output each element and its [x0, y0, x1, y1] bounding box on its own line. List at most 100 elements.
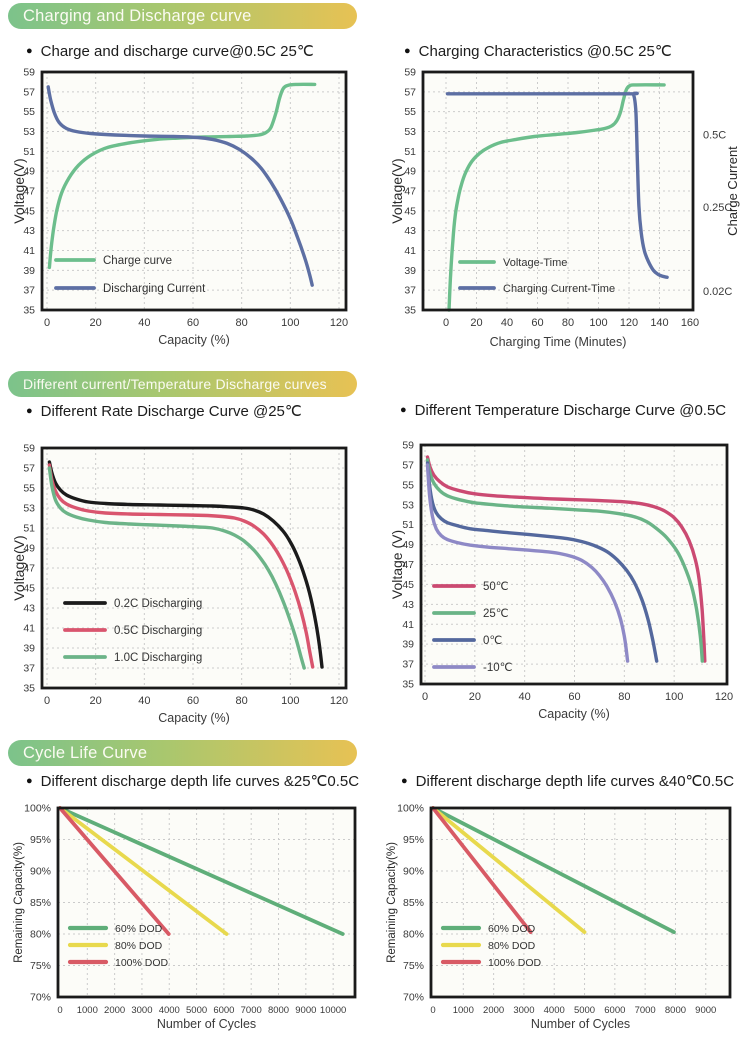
svg-text:Capacity (%): Capacity (%) — [158, 333, 230, 347]
svg-text:1000: 1000 — [77, 1005, 98, 1016]
svg-text:53: 53 — [23, 503, 35, 515]
bullet-icon: ● — [26, 45, 33, 57]
svg-text:6000: 6000 — [604, 1005, 625, 1016]
svg-text:53: 53 — [402, 499, 414, 511]
svg-text:40: 40 — [138, 317, 150, 329]
chart-panel-charge-discharge: ● Charge and discharge curve@0.5C 25℃ 0 20… — [10, 38, 378, 368]
svg-text:39: 39 — [23, 265, 35, 277]
svg-text:70%: 70% — [30, 992, 51, 1004]
svg-text:2000: 2000 — [483, 1005, 504, 1016]
svg-text:59: 59 — [23, 443, 35, 455]
svg-text:47: 47 — [23, 186, 35, 198]
svg-text:49: 49 — [23, 166, 35, 178]
svg-text:95%: 95% — [403, 834, 424, 846]
svg-text:49: 49 — [402, 539, 414, 551]
svg-text:35: 35 — [23, 683, 35, 695]
svg-text:0: 0 — [422, 691, 428, 703]
svg-text:4000: 4000 — [159, 1005, 180, 1016]
svg-text:40: 40 — [138, 695, 150, 707]
svg-text:51: 51 — [404, 146, 416, 158]
svg-text:Discharging Current: Discharging Current — [103, 283, 206, 295]
svg-text:0: 0 — [430, 1005, 435, 1016]
svg-text:20: 20 — [90, 695, 102, 707]
svg-text:5000: 5000 — [186, 1005, 207, 1016]
chart-title-charging-characteristics: ● Charging Characteristics @0.5C 25℃ — [404, 43, 672, 60]
svg-text:37: 37 — [23, 285, 35, 297]
svg-text:Remaining Capacity(%): Remaining Capacity(%) — [386, 842, 398, 963]
svg-text:Charging Current-Time: Charging Current-Time — [503, 283, 615, 295]
svg-text:0.02C: 0.02C — [703, 286, 732, 298]
svg-text:Charge Current: Charge Current — [725, 146, 740, 236]
svg-text:0: 0 — [44, 317, 50, 329]
svg-text:80: 80 — [236, 695, 248, 707]
chart-svg-cycle-life-25c: 0 1000 2000 3000 4000 5000 6000 7000 8000 9000 100… — [13, 803, 357, 1031]
svg-text:Voltage(V): Voltage(V) — [11, 158, 27, 223]
svg-text:43: 43 — [402, 599, 414, 611]
svg-text:9000: 9000 — [695, 1005, 716, 1016]
svg-text:40: 40 — [519, 691, 531, 703]
svg-text:59: 59 — [404, 67, 416, 79]
svg-text:90%: 90% — [30, 866, 51, 878]
svg-text:55: 55 — [23, 106, 35, 118]
chart-title-cycle-life-25c: ● Different discharge depth life curves &… — [26, 773, 360, 790]
svg-text:59: 59 — [23, 67, 35, 79]
svg-text:35: 35 — [23, 305, 35, 317]
svg-text:45: 45 — [402, 579, 414, 591]
svg-text:57: 57 — [23, 463, 35, 475]
bullet-icon: ● — [400, 404, 407, 416]
svg-text:60: 60 — [187, 317, 199, 329]
svg-text:Charging Time (Minutes): Charging Time (Minutes) — [490, 335, 627, 349]
svg-text:60: 60 — [531, 317, 543, 329]
svg-text:47: 47 — [23, 563, 35, 575]
svg-text:80: 80 — [618, 691, 630, 703]
bullet-icon: ● — [401, 775, 408, 787]
section-header-charging-discharge-curve: Charging and Discharge curve — [8, 3, 357, 29]
svg-text:1000: 1000 — [453, 1005, 474, 1016]
svg-text:8000: 8000 — [268, 1005, 289, 1016]
svg-text:41: 41 — [404, 245, 416, 257]
svg-text:Voltage(V): Voltage(V) — [11, 535, 27, 600]
svg-text:55: 55 — [402, 479, 414, 491]
svg-text:49: 49 — [404, 166, 416, 178]
svg-text:100: 100 — [589, 317, 607, 329]
svg-text:60: 60 — [187, 695, 199, 707]
svg-text:25℃: 25℃ — [483, 608, 509, 620]
svg-text:47: 47 — [402, 559, 414, 571]
svg-text:7000: 7000 — [241, 1005, 262, 1016]
svg-text:60: 60 — [568, 691, 580, 703]
svg-text:140: 140 — [650, 317, 668, 329]
chart-panel-cycle-life-25c: ● Different discharge depth life curves &… — [10, 768, 378, 1059]
svg-text:45: 45 — [23, 583, 35, 595]
svg-text:80: 80 — [562, 317, 574, 329]
svg-text:51: 51 — [23, 523, 35, 535]
chart-title-charge-discharge: ● Charge and discharge curve@0.5C 25℃ — [26, 43, 314, 60]
svg-text:85%: 85% — [30, 897, 51, 909]
bullet-icon: ● — [26, 405, 33, 417]
svg-text:Capacity (%): Capacity (%) — [538, 707, 610, 721]
svg-text:100%: 100% — [397, 803, 424, 815]
svg-text:57: 57 — [402, 459, 414, 471]
chart-svg-cycle-life-40c: 0 1000 2000 3000 4000 5000 6000 7000 8000 9000 70%… — [386, 803, 732, 1031]
svg-text:5000: 5000 — [574, 1005, 595, 1016]
svg-text:80%: 80% — [30, 929, 51, 941]
svg-text:45: 45 — [404, 205, 416, 217]
svg-text:Voltage-Time: Voltage-Time — [503, 257, 567, 269]
chart-svg-temperature-discharge: 0 20 40 60 80 100 120 35 37 39 41 43 45 47 49 51 53 55 57 5… — [389, 440, 733, 722]
svg-text:120: 120 — [330, 317, 348, 329]
section-header-cycle-life-curve: Cycle Life Curve — [8, 740, 357, 766]
svg-text:51: 51 — [23, 146, 35, 158]
svg-text:3000: 3000 — [131, 1005, 152, 1016]
svg-text:Charge curve: Charge curve — [103, 255, 172, 267]
svg-text:80%: 80% — [403, 929, 424, 941]
svg-text:50℃: 50℃ — [483, 581, 509, 593]
chart-svg-charging-characteristics: 0 20 40 60 80 100 120 140 160 35 37 39 41 43 45 47 49 51 5… — [389, 67, 740, 350]
svg-text:90%: 90% — [403, 866, 424, 878]
svg-text:75%: 75% — [403, 960, 424, 972]
svg-text:120: 120 — [620, 317, 638, 329]
svg-text:43: 43 — [23, 225, 35, 237]
svg-text:9000: 9000 — [295, 1005, 316, 1016]
svg-text:41: 41 — [23, 245, 35, 257]
svg-text:51: 51 — [402, 519, 414, 531]
svg-text:55: 55 — [404, 106, 416, 118]
